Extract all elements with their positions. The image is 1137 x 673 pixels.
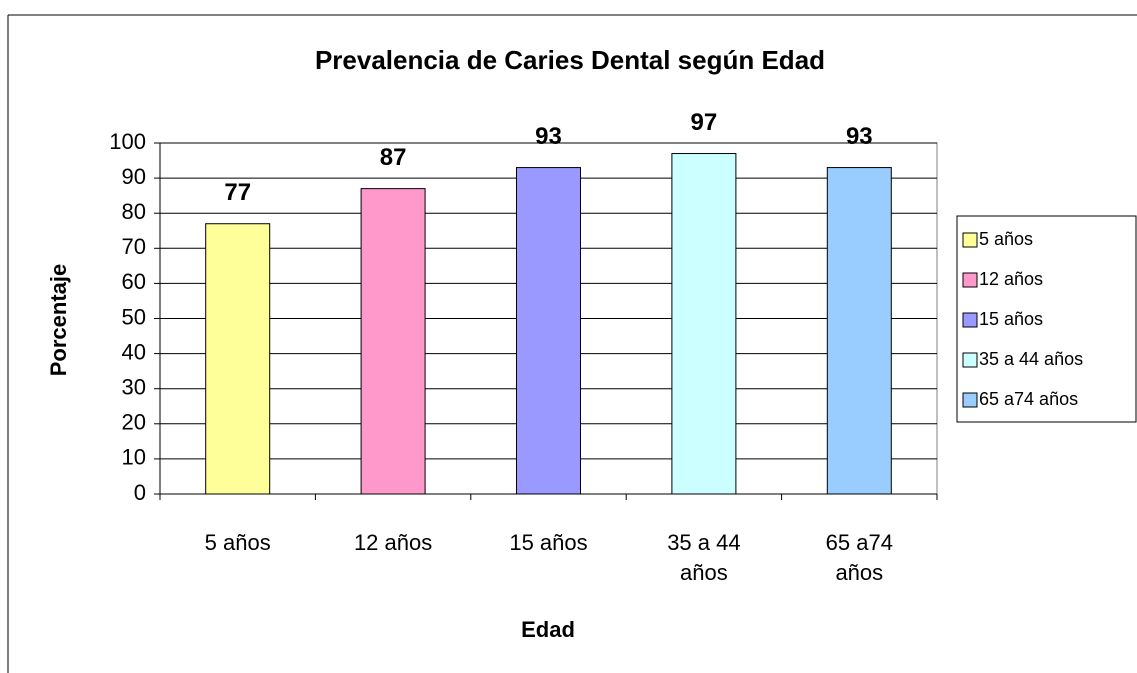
legend-label: 35 a 44 años [979,349,1083,369]
x-tick-label: 65 a74 años [825,530,893,585]
y-tick-label: 0 [134,480,146,505]
value-label: 97 [691,109,718,136]
legend-label: 5 años [979,229,1033,249]
chart-title: Prevalencia de Caries Dental según Edad [315,45,825,75]
value-label: 93 [846,123,873,150]
legend-swatch [962,392,978,408]
y-tick-label: 40 [122,339,146,364]
value-label: 77 [224,179,251,206]
legend-swatch [962,272,978,288]
y-tick-label: 10 [122,445,146,470]
legend-label: 65 a74 años [979,389,1078,409]
x-axis-label: Edad [521,617,575,642]
legend-label: 12 años [979,269,1043,289]
value-label: 93 [535,123,562,150]
bar [205,223,271,495]
y-tick-label: 30 [122,375,146,400]
legend-box [956,215,1137,423]
y-axis-label: Porcentaje [46,264,71,377]
x-tick-label: 35 a 44 años [667,530,741,585]
value-label: 87 [380,144,407,171]
legend-swatch [962,232,978,248]
bar [360,188,426,495]
legend-swatch [962,352,978,368]
y-tick-label: 20 [122,410,146,435]
y-tick-label: 70 [122,234,146,259]
y-tick-label: 50 [122,304,146,329]
legend-label: 15 años [979,309,1043,329]
bar [826,167,892,495]
x-tick-label: 15 años [509,530,588,555]
bar [671,153,737,495]
y-tick-label: 60 [122,269,146,294]
y-tick-label: 80 [122,199,146,224]
x-tick-label: 5 años [204,530,271,555]
legend-swatch [962,312,978,328]
bar [516,167,581,495]
y-tick-label: 100 [109,129,146,154]
y-tick-label: 90 [122,164,146,189]
x-tick-label: 12 años [353,530,433,555]
